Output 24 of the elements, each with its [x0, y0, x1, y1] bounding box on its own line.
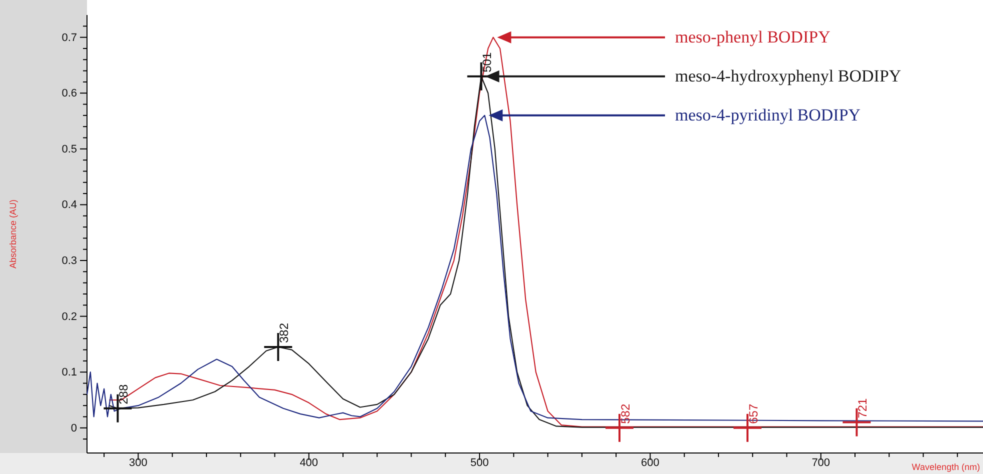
x-tick-label: 700: [812, 456, 830, 469]
annotation: 288: [116, 384, 131, 404]
annotation: 582: [618, 404, 632, 424]
y-tick-label: 0.5: [62, 143, 77, 156]
x-axis-title: Wavelength (nm): [912, 462, 980, 472]
text: meso-phenyl BODIPY: [675, 27, 830, 46]
y-tick-label: 0.2: [62, 310, 77, 323]
text: meso-4-pyridinyl BODIPY: [675, 105, 861, 124]
annotation: 501: [480, 52, 494, 72]
annotation: 657: [746, 404, 760, 424]
y-tick-label: 0: [70, 422, 77, 434]
y-tick-label: 0.4: [62, 199, 77, 212]
y-tick-label: 0.6: [62, 88, 77, 100]
y-axis-title: Absorbance (AU): [8, 199, 18, 269]
x-tick-label: 500: [470, 456, 489, 469]
x-tick-label: 600: [641, 456, 660, 469]
y-tick-label: 0.3: [62, 255, 77, 268]
x-tick-label: 300: [129, 456, 148, 469]
y-tick-label: 0.7: [62, 32, 77, 44]
text: meso-4-hydroxyphenyl BODIPY: [675, 66, 902, 86]
x-tick-label: 400: [300, 456, 318, 469]
annotation: 382: [277, 322, 292, 343]
y-tick-label: 0.1: [62, 366, 77, 379]
annotation: 721: [856, 398, 870, 418]
